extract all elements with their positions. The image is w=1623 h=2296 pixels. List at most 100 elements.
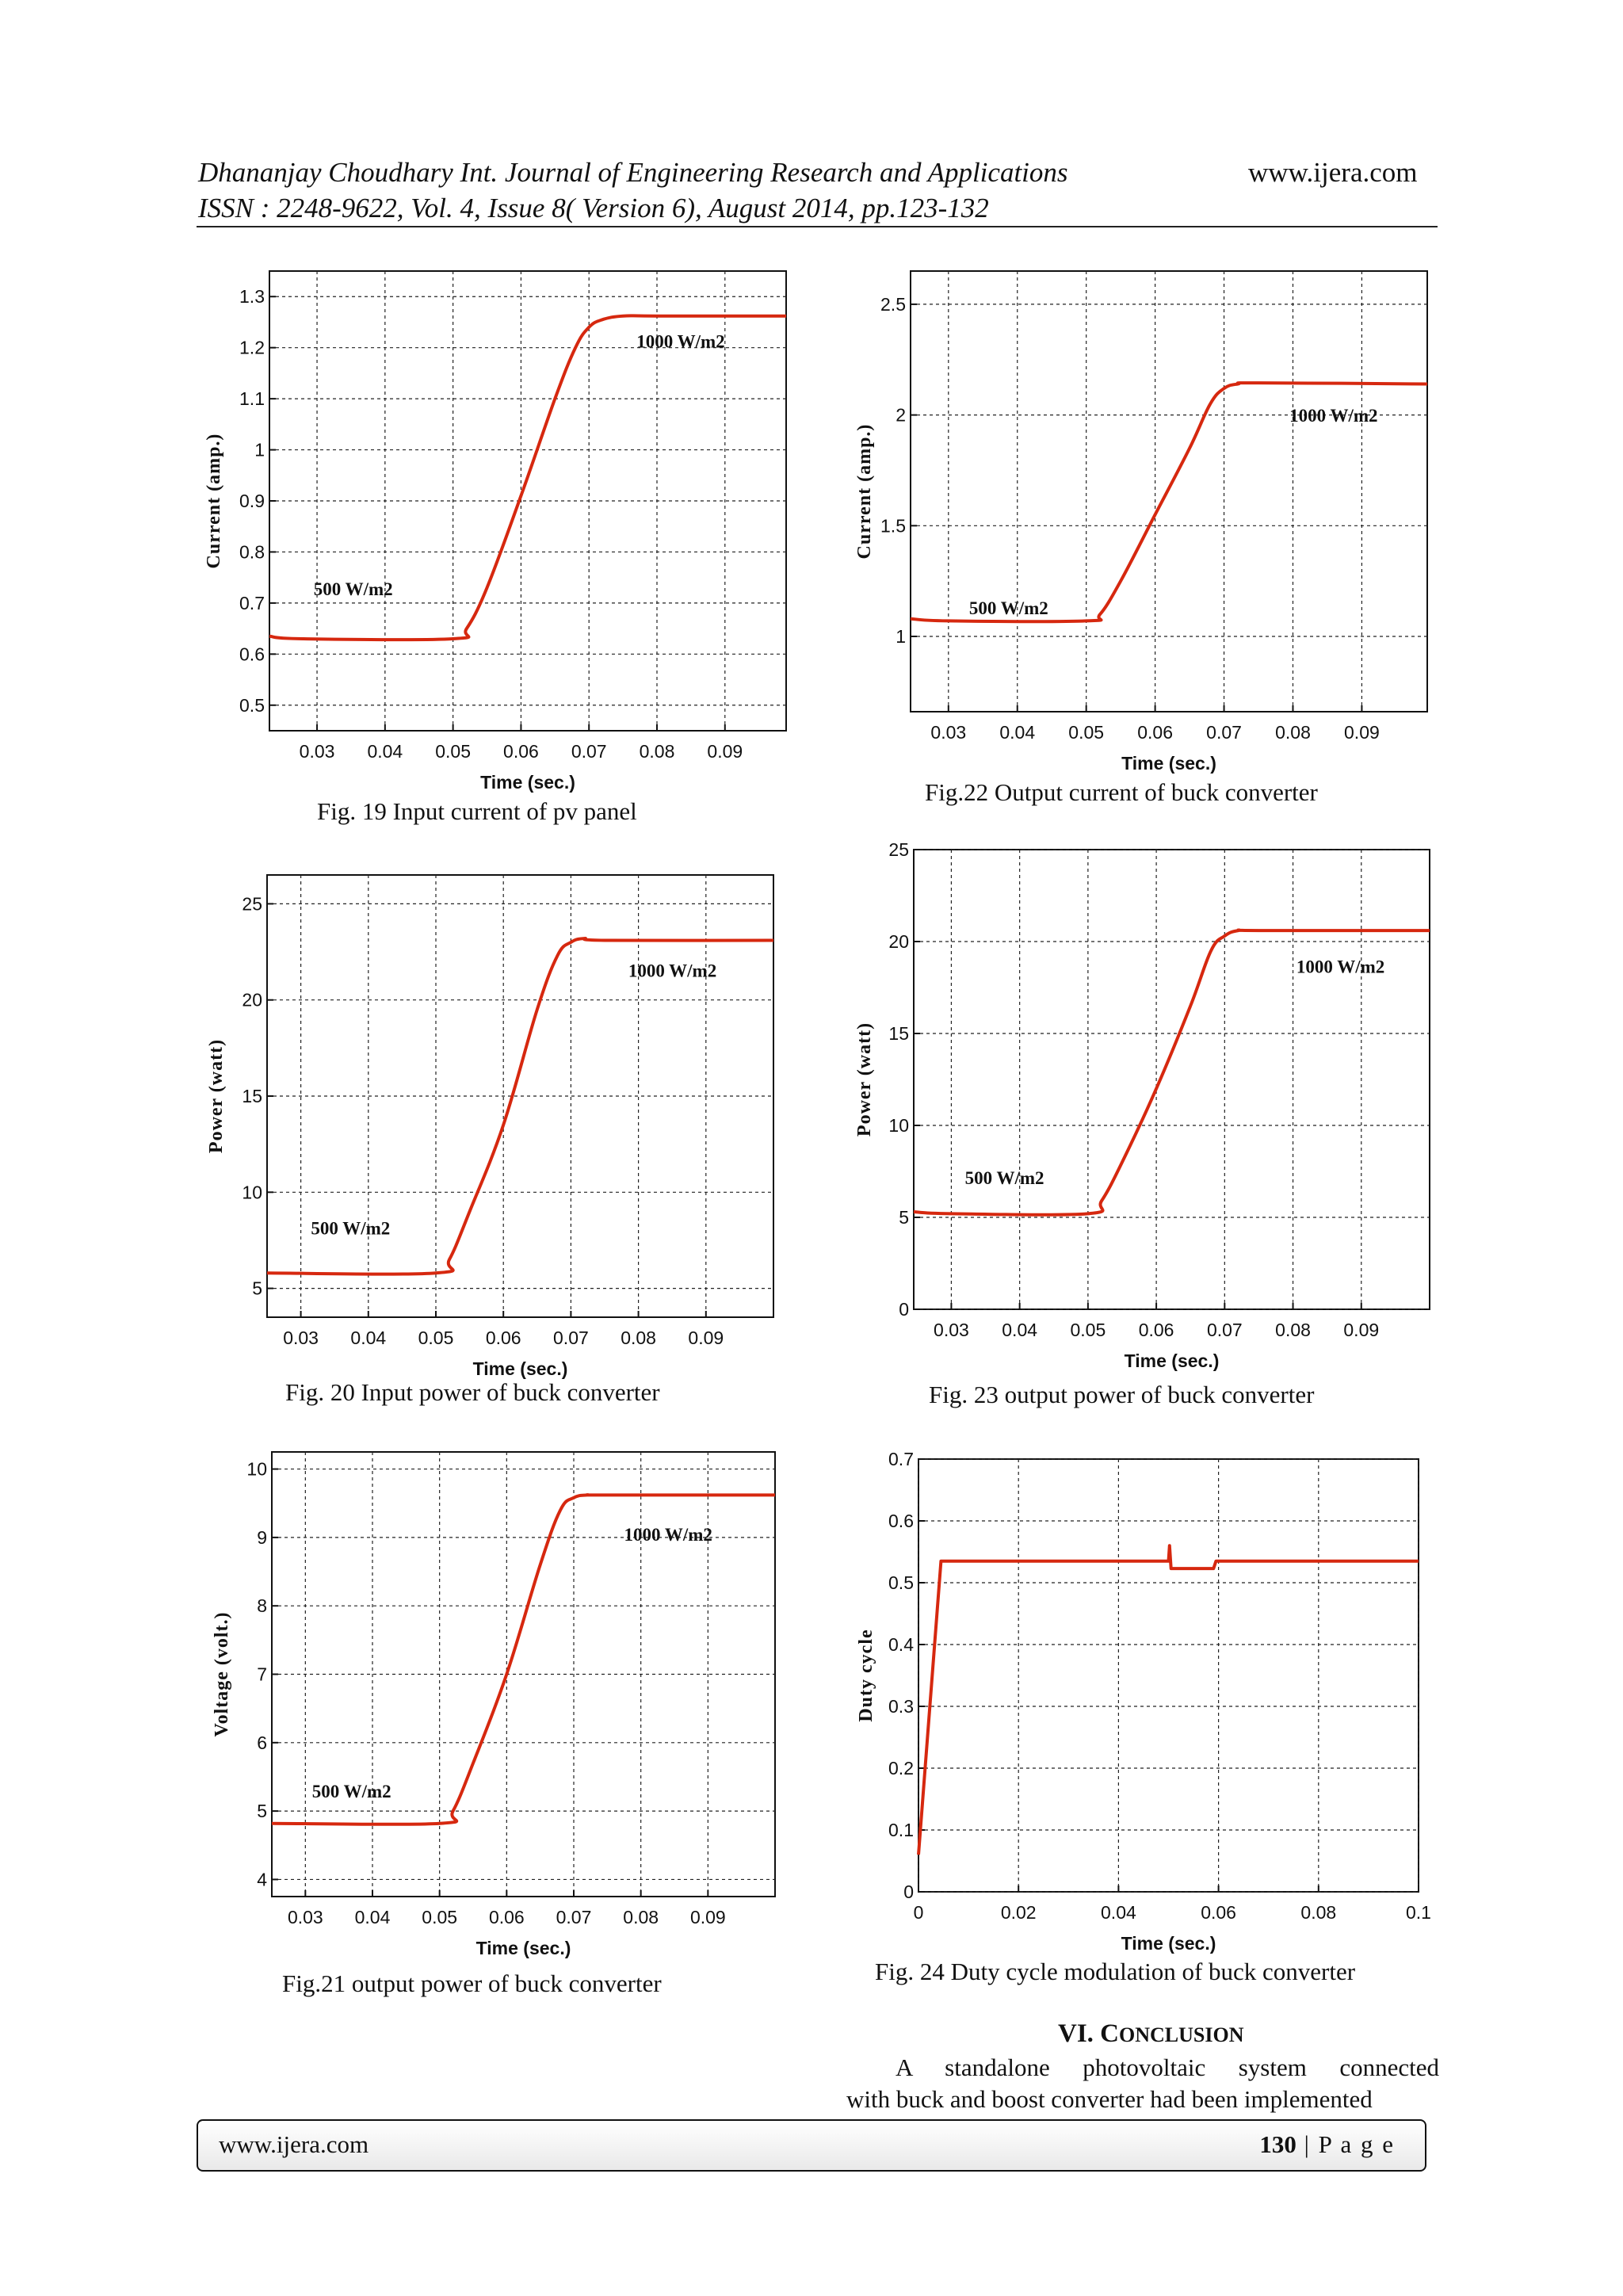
fig24-xtick-label: 0.02: [1001, 1902, 1037, 1923]
footer-page-number: 130 | P a g e: [1259, 2130, 1395, 2158]
fig21-ytick-label: 5: [257, 1801, 267, 1821]
fig19-xtick-label: 0.08: [640, 741, 675, 762]
fig20-plot-frame: [266, 874, 774, 1318]
fig23-xtick-label: 0.03: [934, 1320, 969, 1340]
fig21-xtick-label: 0.07: [556, 1907, 592, 1927]
conclusion-line2: with buck and boost converter had been i…: [846, 2085, 1373, 2113]
fig19-xtick-label: 0.07: [571, 741, 607, 762]
fig23-ytick-label: 5: [899, 1207, 909, 1228]
fig21-ytick-label: 4: [257, 1869, 267, 1889]
fig22-y-axis-label: Current (amp.): [854, 424, 875, 560]
fig22-annotation: 500 W/m2: [969, 598, 1048, 618]
fig20-x-axis-label: Time (sec.): [473, 1358, 568, 1379]
fig23-ytick-label: 15: [888, 1023, 909, 1044]
fig22-ytick-label: 1: [896, 626, 906, 647]
footer-website: www.ijera.com: [219, 2130, 369, 2158]
fig19-xtick-label: 0.05: [435, 741, 471, 762]
fig22-annotation: 1000 W/m2: [1289, 406, 1377, 426]
fig22-xtick-label: 0.08: [1275, 722, 1311, 743]
fig20-xtick-label: 0.05: [418, 1328, 454, 1348]
fig23-ytick-label: 20: [888, 931, 909, 952]
fig21-ytick-label: 6: [257, 1733, 267, 1753]
fig20-xtick-label: 0.08: [621, 1328, 656, 1348]
fig23-plot-frame: [913, 849, 1430, 1310]
fig24-ytick-label: 0.7: [888, 1449, 914, 1469]
section-title: VI. CONCLUSION: [1058, 2019, 1244, 2048]
fig21-xtick-label: 0.06: [489, 1907, 525, 1927]
fig22-xtick-label: 0.04: [999, 722, 1035, 743]
fig21-annotation: 1000 W/m2: [624, 1525, 712, 1545]
fig20-ytick-label: 10: [242, 1182, 262, 1202]
header-rule: [197, 226, 1438, 227]
fig19-ytick-label: 0.9: [239, 491, 265, 511]
fig19-ytick-label: 1.2: [239, 338, 265, 358]
journal-header-line1: Dhananjay Choudhary Int. Journal of Engi…: [198, 157, 1068, 188]
fig23-ytick-label: 25: [888, 839, 909, 860]
fig19-series-line: [269, 314, 786, 642]
fig22-x-axis-label: Time (sec.): [1121, 753, 1216, 774]
fig19-annotation: 1000 W/m2: [636, 332, 724, 352]
fig23-y-axis-label: Power (watt): [854, 1022, 875, 1137]
fig19-xtick-label: 0.03: [300, 741, 335, 762]
fig24-plot-frame: [918, 1458, 1419, 1893]
fig20-xtick-label: 0.07: [553, 1328, 589, 1348]
caption-fig24: Fig. 24 Duty cycle modulation of buck co…: [875, 1958, 1356, 1985]
caption-fig21: Fig.21 output power of buck converter: [282, 1969, 662, 1997]
fig19-y-axis-label: Current (amp.): [204, 434, 224, 569]
fig21-x-axis-label: Time (sec.): [476, 1938, 571, 1958]
fig24-x-axis-label: Time (sec.): [1121, 1933, 1216, 1954]
fig21-series-line: [271, 1493, 775, 1826]
fig20-annotation: 1000 W/m2: [628, 961, 716, 981]
fig22-ytick-label: 2.5: [880, 294, 906, 315]
fig24-ytick-label: 0.4: [888, 1634, 914, 1655]
caption-fig20: Fig. 20 Input power of buck converter: [285, 1378, 660, 1406]
fig20-y-axis-label: Power (watt): [206, 1039, 227, 1153]
fig19-ytick-label: 1: [254, 440, 265, 460]
fig24-xtick-label: 0.06: [1201, 1902, 1236, 1923]
fig20-ytick-label: 5: [252, 1278, 262, 1299]
fig20-xtick-label: 0.04: [350, 1328, 386, 1348]
fig19-ytick-label: 0.6: [239, 644, 265, 664]
page-footer: www.ijera.com 130 | P a g e: [197, 2119, 1426, 2172]
fig20-xtick-label: 0.09: [688, 1328, 724, 1348]
fig24-ytick-label: 0: [903, 1881, 914, 1902]
fig20-xtick-label: 0.03: [283, 1328, 319, 1348]
fig23-ytick-label: 10: [888, 1115, 909, 1136]
fig24-ytick-label: 0.5: [888, 1572, 914, 1593]
fig21-ytick-label: 10: [246, 1459, 267, 1480]
fig20-series-line: [266, 937, 774, 1276]
fig22-ytick-label: 2: [896, 405, 906, 426]
fig22-xtick-label: 0.03: [930, 722, 966, 743]
fig24-xtick-label: 0.04: [1101, 1902, 1136, 1923]
fig22-ytick-label: 1.5: [880, 515, 906, 536]
fig21-annotation: 500 W/m2: [312, 1782, 391, 1801]
fig21-y-axis-label: Voltage (volt.): [212, 1611, 232, 1736]
fig23-xtick-label: 0.05: [1070, 1320, 1106, 1340]
fig21-plot-frame: [271, 1451, 776, 1897]
fig20-ytick-label: 25: [242, 893, 262, 914]
fig21-xtick-label: 0.09: [690, 1907, 726, 1927]
fig22-xtick-label: 0.05: [1068, 722, 1104, 743]
fig24-ytick-label: 0.1: [888, 1820, 914, 1840]
fig19-xtick-label: 0.09: [707, 741, 743, 762]
fig19-ytick-label: 0.7: [239, 593, 265, 613]
fig22-xtick-label: 0.06: [1137, 722, 1173, 743]
fig21-xtick-label: 0.05: [422, 1907, 457, 1927]
fig21-xtick-label: 0.08: [623, 1907, 659, 1927]
fig20-ytick-label: 20: [242, 990, 262, 1010]
fig20-ytick-label: 15: [242, 1086, 262, 1106]
fig19-annotation: 500 W/m2: [314, 579, 393, 599]
fig22-plot-frame: [910, 270, 1428, 712]
fig21-xtick-label: 0.03: [288, 1907, 323, 1927]
caption-fig19: Fig. 19 Input current of pv panel: [317, 797, 637, 825]
fig24-xtick-label: 0.1: [1406, 1902, 1431, 1923]
fig19-xtick-label: 0.06: [503, 741, 539, 762]
fig19-xtick-label: 0.04: [367, 741, 403, 762]
